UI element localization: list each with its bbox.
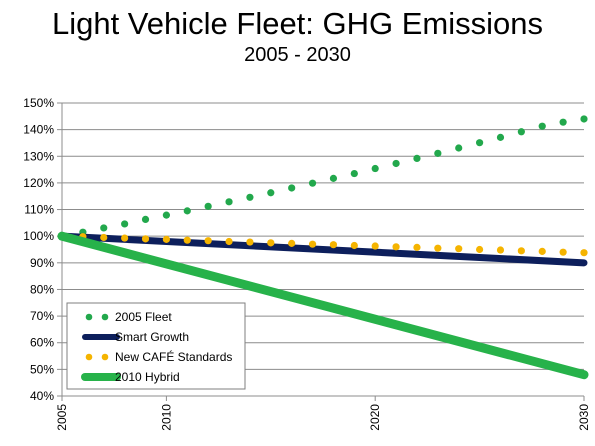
- y-tick-label: 130%: [23, 149, 54, 163]
- data-point: [580, 115, 588, 123]
- legend-item: Smart Growth: [82, 330, 189, 344]
- data-point: [329, 174, 338, 182]
- series-new-caf-standards: [58, 232, 588, 257]
- data-point: [162, 235, 170, 243]
- x-axis-ticks: 2005 2010 2020 2030: [55, 396, 591, 431]
- data-point: [121, 220, 129, 228]
- data-point: [538, 247, 546, 255]
- data-point: [288, 239, 296, 247]
- y-tick-label: 50%: [30, 362, 54, 376]
- data-point: [121, 234, 129, 242]
- data-point: [517, 247, 525, 255]
- data-point: [413, 154, 421, 163]
- y-tick-label: 40%: [30, 389, 54, 403]
- x-tick-label: 2005: [55, 404, 69, 431]
- series-2010-hybrid: [57, 231, 589, 380]
- data-point: [246, 238, 254, 246]
- data-point: [392, 159, 400, 168]
- data-point: [204, 237, 212, 245]
- data-point: [476, 139, 484, 147]
- data-point: [371, 164, 379, 173]
- data-point: [413, 243, 421, 251]
- chart-subtitle: 2005 - 2030: [244, 44, 351, 66]
- data-point: [141, 215, 150, 224]
- y-tick-label: 110%: [24, 203, 54, 217]
- data-point: [455, 245, 463, 253]
- y-tick-label: 60%: [30, 336, 54, 350]
- legend-item: 2010 Hybrid: [81, 370, 180, 384]
- legend-label: Smart Growth: [115, 330, 189, 344]
- legend-label: 2010 Hybrid: [115, 370, 180, 384]
- y-tick-label: 80%: [30, 282, 54, 296]
- data-point: [559, 248, 567, 256]
- chart-title: Light Vehicle Fleet: GHG Emissions: [51, 6, 544, 41]
- data-point: [350, 169, 358, 178]
- y-tick-label: 140%: [23, 123, 54, 137]
- series-line: [58, 232, 588, 267]
- x-tick-label: 2010: [159, 404, 173, 431]
- series-2005-fleet: [58, 115, 588, 240]
- legend-swatch-dot: [101, 313, 109, 321]
- y-tick-label: 70%: [30, 309, 54, 323]
- data-point: [371, 242, 379, 250]
- legend-item: 2005 Fleet: [85, 310, 172, 324]
- series-line: [57, 231, 589, 380]
- x-tick-label: 2020: [368, 404, 382, 431]
- legend-swatch-dot: [101, 353, 109, 361]
- y-tick-label: 100%: [23, 229, 54, 243]
- data-point: [225, 198, 233, 206]
- data-point: [246, 193, 254, 201]
- data-point: [288, 184, 296, 192]
- y-tick-label: 120%: [23, 176, 54, 190]
- legend: 2005 Fleet Smart Growth New CAFÉ Standards…: [66, 302, 246, 390]
- y-tick-label: 90%: [30, 256, 54, 270]
- legend-swatch-dot: [85, 353, 93, 361]
- legend-label: 2005 Fleet: [115, 310, 172, 324]
- data-point: [496, 133, 505, 141]
- data-point: [267, 189, 275, 197]
- data-point: [308, 240, 317, 248]
- legend-swatch-dot: [85, 313, 93, 321]
- axes: [61, 103, 584, 397]
- data-point: [476, 245, 484, 254]
- data-point: [329, 241, 338, 249]
- data-point: [183, 207, 191, 215]
- data-point: [392, 243, 400, 251]
- data-point: [141, 235, 150, 243]
- data-point: [434, 149, 442, 157]
- data-point: [308, 179, 317, 187]
- series-group: [57, 115, 589, 380]
- data-point: [580, 249, 588, 257]
- data-point: [162, 211, 170, 219]
- legend-label: New CAFÉ Standards: [115, 349, 232, 364]
- data-point: [100, 224, 108, 232]
- data-point: [538, 122, 546, 130]
- data-point: [434, 244, 442, 252]
- series-smart-growth: [58, 232, 588, 267]
- data-point: [204, 202, 212, 210]
- data-point: [517, 128, 525, 136]
- y-tick-label: 150%: [23, 96, 54, 110]
- legend-item: New CAFÉ Standards: [85, 349, 232, 364]
- x-tick-label: 2030: [577, 404, 591, 431]
- data-point: [455, 144, 463, 152]
- data-point: [183, 236, 191, 244]
- data-point: [496, 246, 505, 254]
- data-point: [100, 233, 108, 242]
- data-point: [225, 237, 233, 246]
- y-axis-ticks: 40% 50% 60% 70% 80% 90% 100% 110% 120% 130% 140% 15…: [23, 96, 62, 403]
- data-point: [350, 241, 358, 250]
- data-point: [559, 118, 567, 126]
- data-point: [267, 239, 275, 247]
